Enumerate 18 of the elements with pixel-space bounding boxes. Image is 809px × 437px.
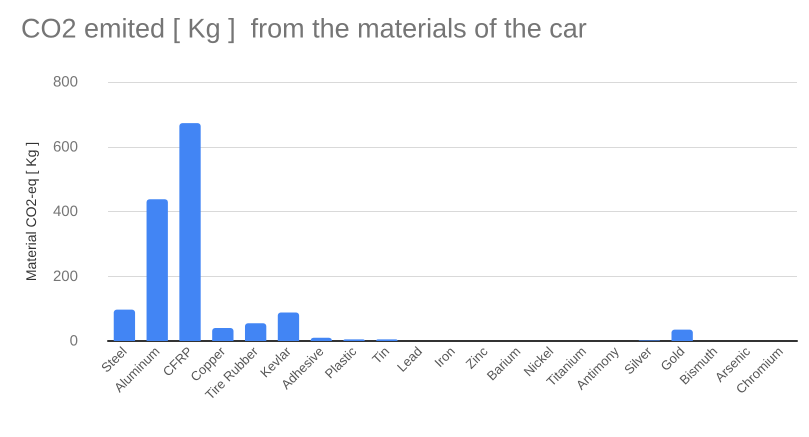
y-tick-label: 200 [52, 268, 78, 285]
y-axis-title: Material CO2-eq [ Kg ] [23, 142, 39, 282]
y-tick-label: 600 [52, 138, 78, 156]
bar [244, 323, 266, 341]
x-tick-label: Tin [369, 344, 392, 367]
bar [278, 312, 300, 341]
bar [672, 330, 693, 341]
x-tick-label: Iron [431, 344, 458, 370]
bar [310, 338, 332, 341]
chart-title: CO2 emited [ Kg ] from the materials of the car [21, 14, 587, 44]
bar [146, 199, 168, 341]
bar [114, 310, 136, 341]
x-tick-label: Zinc [462, 343, 491, 372]
y-tick-label: 0 [70, 332, 78, 350]
bar [212, 328, 234, 341]
y-tick-label: 400 [52, 203, 78, 220]
y-tick-label: 800 [52, 74, 78, 90]
bar [179, 123, 201, 341]
